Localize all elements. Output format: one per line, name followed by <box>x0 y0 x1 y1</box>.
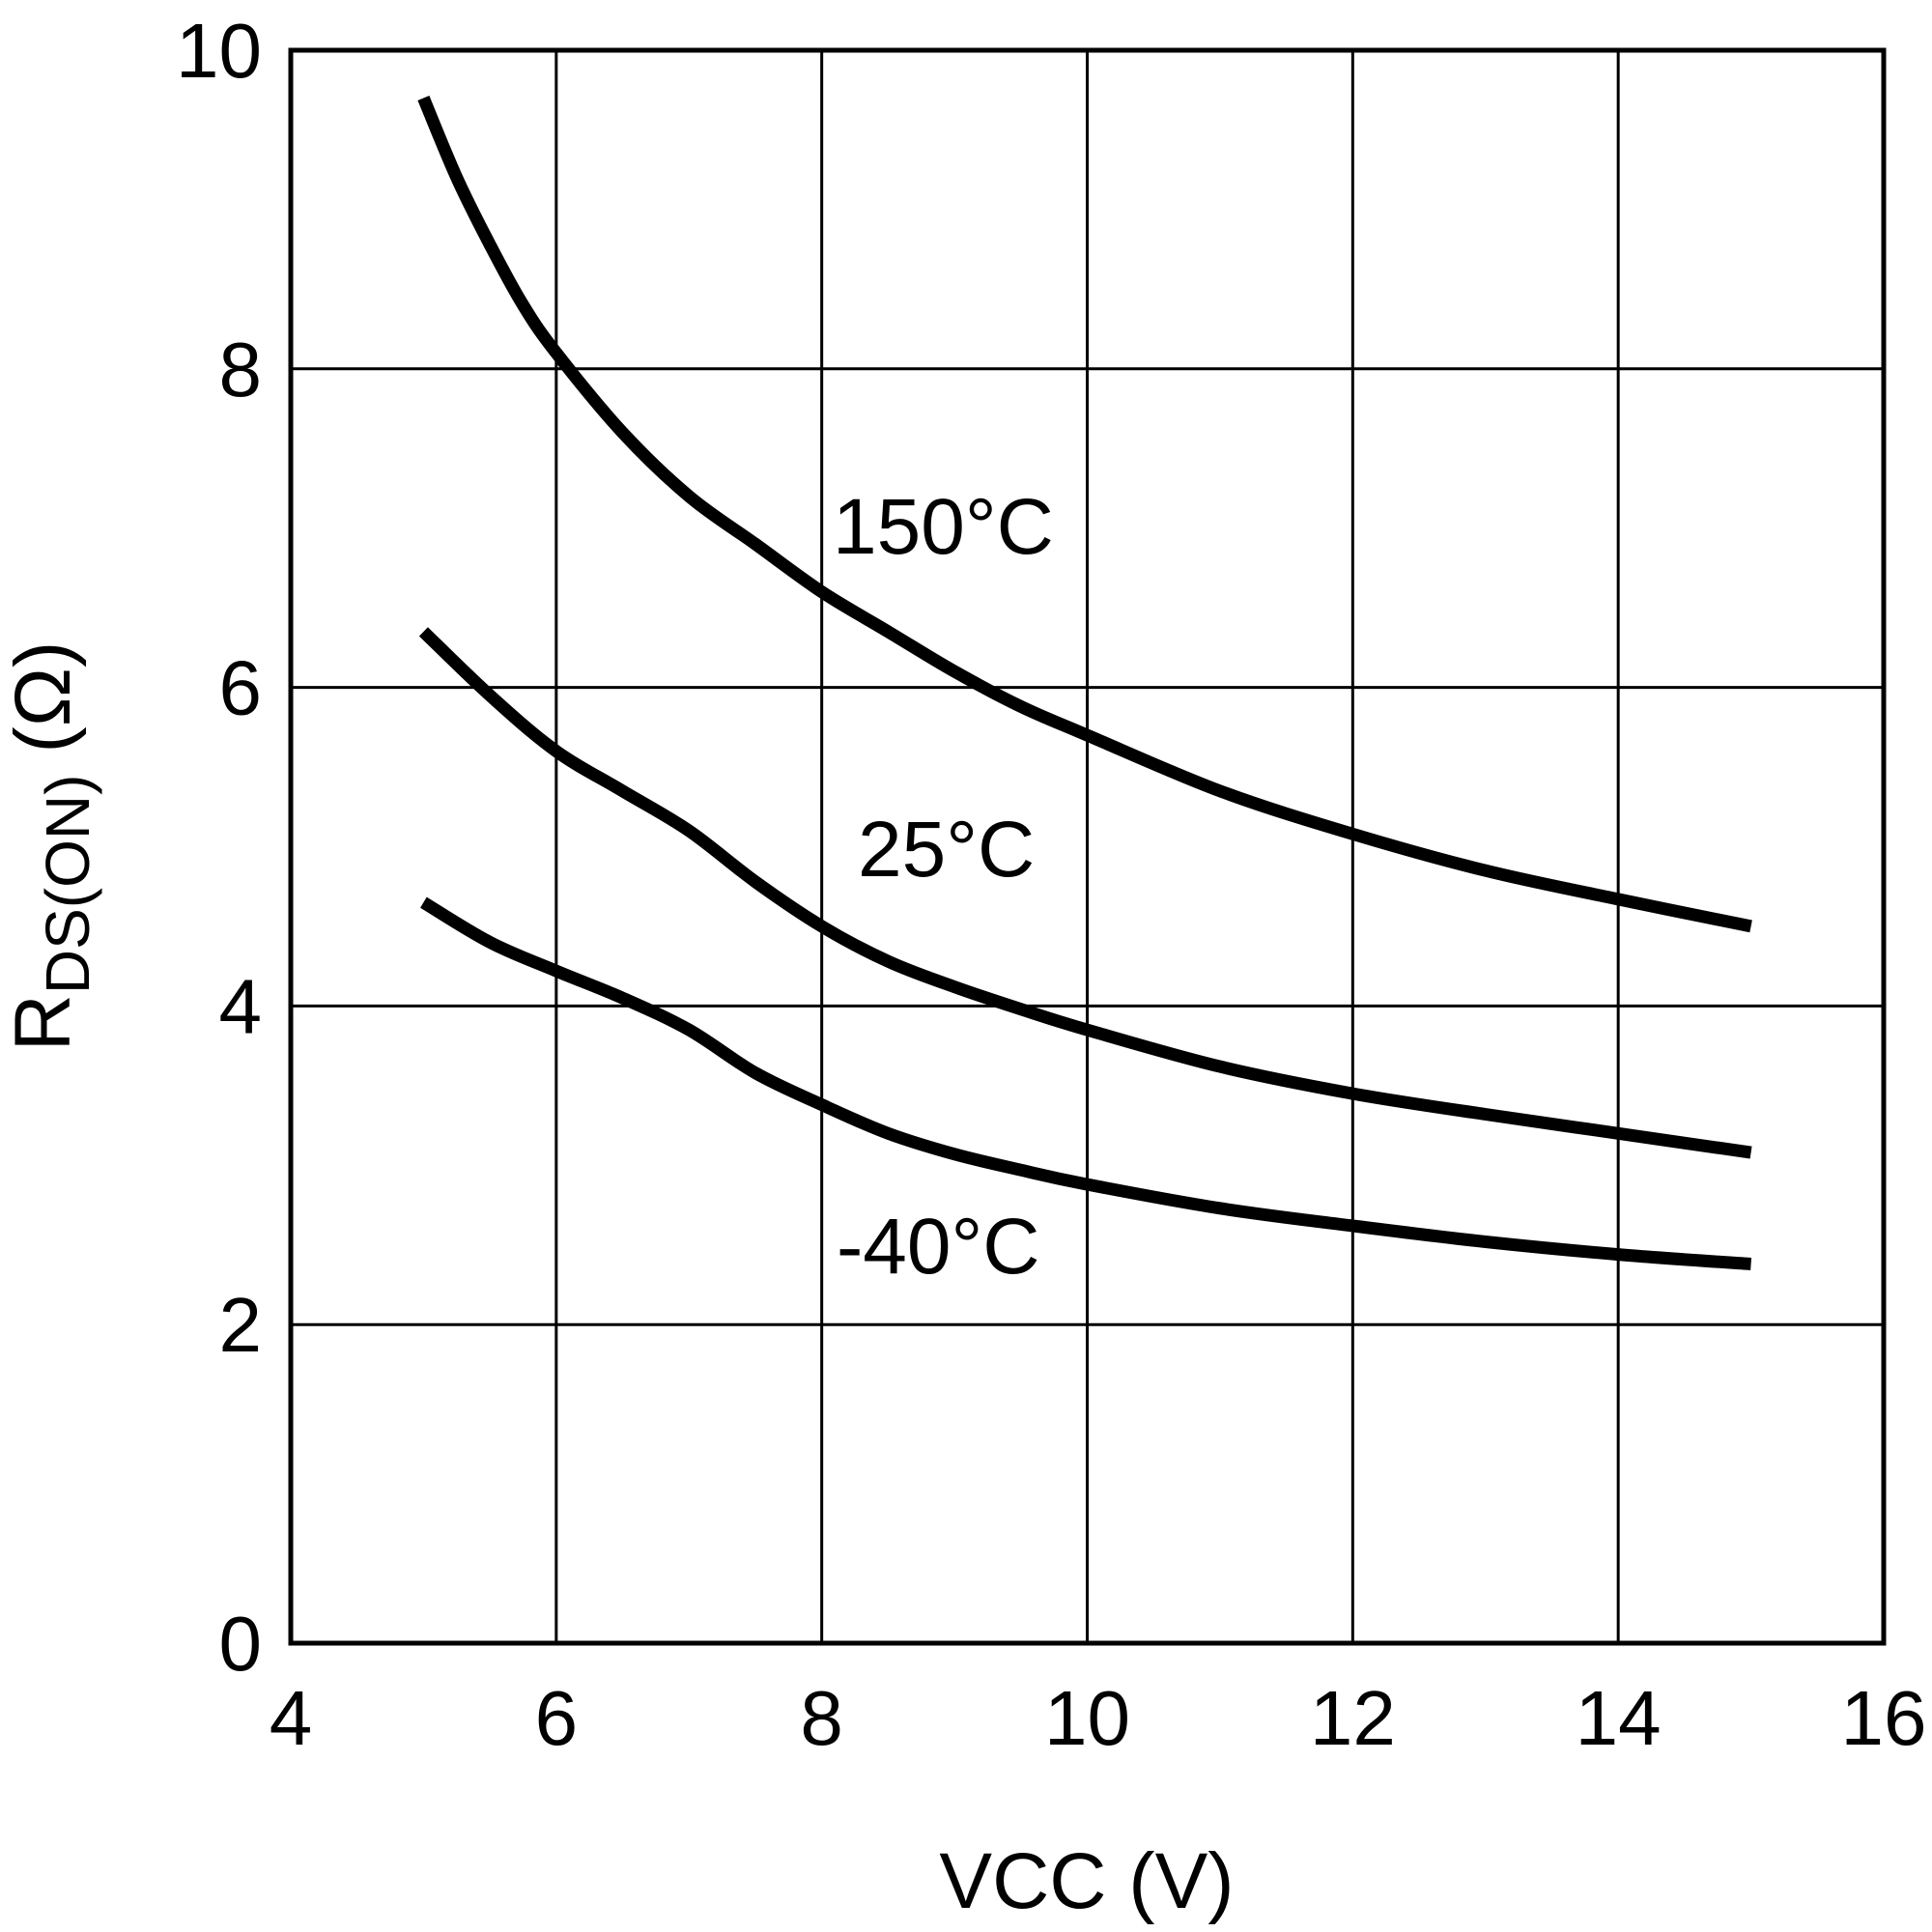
y-tick-labels: 0 2 4 6 8 10 <box>176 8 262 1687</box>
y-tick-label: 8 <box>219 327 263 412</box>
series-label-25c: 25°C <box>858 806 1035 894</box>
x-tick-labels: 4 6 8 10 12 14 16 <box>270 1675 1927 1761</box>
x-axis-title: VCC (V) <box>939 1837 1234 1925</box>
plot-frame <box>288 47 1887 1646</box>
series-label-minus40c: -40°C <box>837 1203 1040 1291</box>
y-axis-title-subscript: DS(ON) <box>33 775 102 995</box>
x-tick-label: 14 <box>1576 1675 1662 1761</box>
y-tick-label: 0 <box>219 1601 263 1687</box>
gridlines <box>291 50 1884 1643</box>
series-label-150c: 150°C <box>833 483 1054 571</box>
y-tick-label: 4 <box>219 963 263 1049</box>
y-tick-label: 10 <box>176 8 262 94</box>
x-tick-label: 10 <box>1044 1675 1130 1761</box>
series-lines <box>417 96 1752 1270</box>
x-tick-label: 12 <box>1310 1675 1396 1761</box>
y-axis-title-unit: (Ω) <box>0 641 87 753</box>
series-line-150c <box>417 96 1752 933</box>
y-tick-label: 6 <box>219 645 263 731</box>
series-line-minus40c <box>420 896 1752 1270</box>
y-tick-label: 2 <box>219 1282 263 1368</box>
x-tick-label: 4 <box>270 1675 313 1761</box>
series-line-25c <box>418 627 1752 1159</box>
x-tick-label: 16 <box>1841 1675 1927 1761</box>
x-tick-label: 6 <box>535 1675 579 1761</box>
y-axis-title-main: R <box>0 994 87 1051</box>
y-axis-title: RDS(ON) (Ω) <box>0 641 102 1052</box>
x-tick-label: 8 <box>800 1675 843 1761</box>
